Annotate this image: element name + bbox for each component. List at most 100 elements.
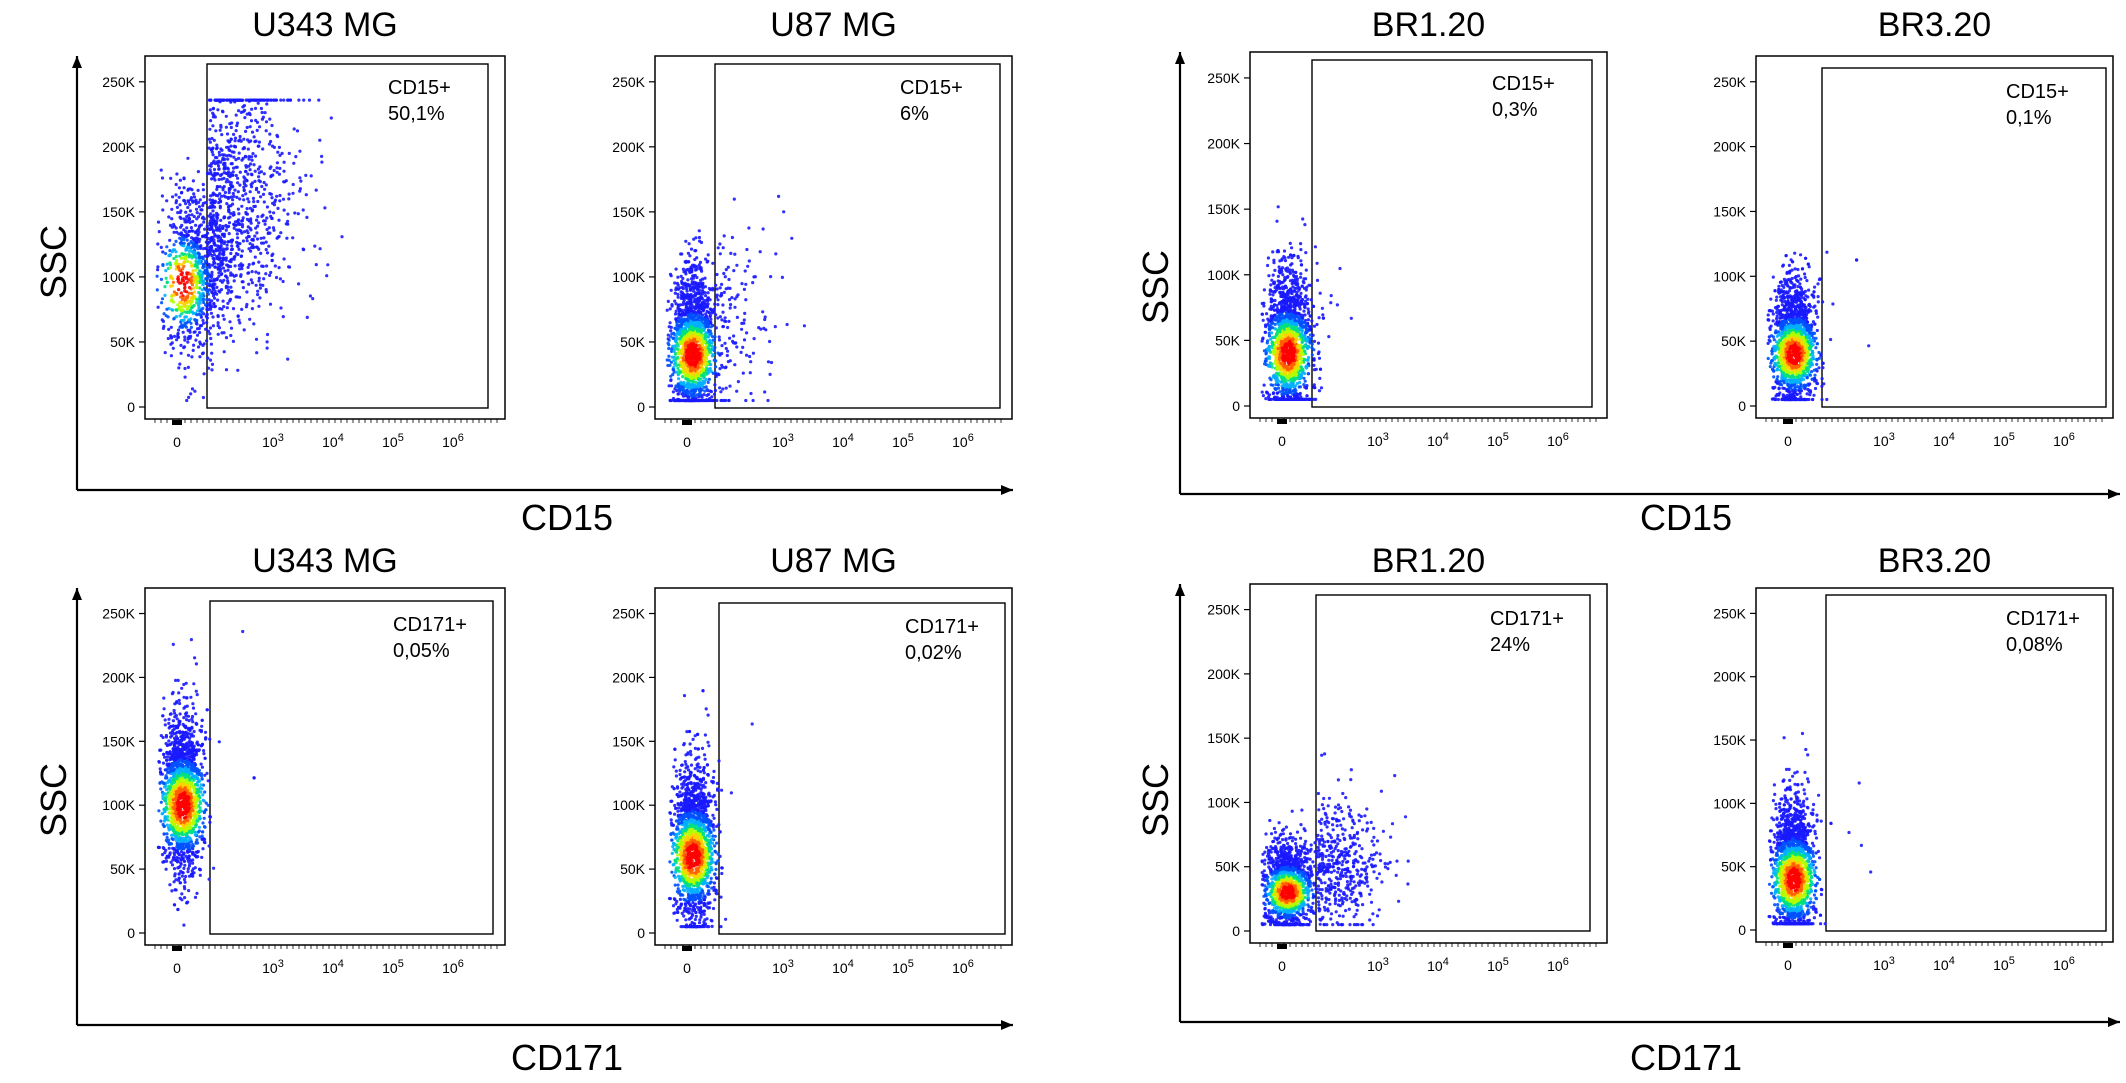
data-point bbox=[181, 330, 185, 334]
data-point bbox=[250, 307, 254, 311]
data-point bbox=[248, 317, 252, 321]
data-point bbox=[229, 333, 233, 338]
data-point bbox=[234, 129, 238, 133]
data-point bbox=[680, 348, 685, 352]
data-point bbox=[240, 249, 244, 253]
data-point bbox=[276, 150, 280, 154]
data-point bbox=[732, 197, 736, 201]
data-point bbox=[698, 239, 702, 243]
data-point bbox=[666, 333, 670, 337]
x-zero-tick-cluster bbox=[682, 420, 692, 425]
data-point bbox=[1312, 348, 1316, 352]
data-point bbox=[233, 136, 238, 140]
data-point bbox=[252, 135, 256, 139]
data-point bbox=[190, 355, 194, 359]
data-point bbox=[263, 219, 267, 223]
data-point bbox=[736, 380, 741, 384]
data-point bbox=[683, 326, 688, 330]
data-point bbox=[179, 309, 183, 313]
data-point bbox=[679, 290, 683, 294]
data-point bbox=[211, 294, 216, 298]
data-point bbox=[237, 151, 241, 155]
data-point bbox=[182, 237, 186, 242]
data-point bbox=[220, 194, 224, 198]
data-point bbox=[181, 301, 185, 306]
data-point bbox=[268, 117, 272, 121]
data-point bbox=[698, 267, 702, 271]
data-point bbox=[726, 325, 730, 330]
data-point bbox=[267, 244, 271, 248]
data-point bbox=[185, 307, 189, 311]
data-point bbox=[295, 129, 300, 133]
y-axis-arrowhead bbox=[1175, 584, 1185, 596]
data-point bbox=[1315, 278, 1320, 282]
data-point bbox=[174, 182, 178, 187]
data-point bbox=[698, 344, 702, 348]
data-point bbox=[196, 309, 200, 313]
data-point bbox=[1273, 322, 1277, 326]
data-point bbox=[202, 195, 206, 199]
data-point bbox=[232, 194, 236, 198]
data-point bbox=[741, 371, 745, 375]
data-point bbox=[174, 261, 178, 265]
data-point bbox=[228, 139, 232, 144]
data-point bbox=[215, 216, 219, 220]
data-point bbox=[1267, 319, 1271, 323]
data-point bbox=[260, 214, 264, 218]
data-point bbox=[235, 244, 239, 248]
data-point bbox=[212, 167, 217, 172]
data-point bbox=[225, 202, 229, 206]
data-point bbox=[697, 393, 702, 397]
data-point bbox=[712, 307, 716, 311]
data-point bbox=[780, 275, 785, 279]
data-point bbox=[198, 255, 202, 259]
data-point bbox=[282, 169, 286, 173]
data-point bbox=[714, 372, 718, 376]
data-point bbox=[215, 143, 219, 147]
data-point bbox=[677, 377, 681, 381]
data-point bbox=[686, 378, 690, 382]
data-point bbox=[234, 273, 238, 277]
data-point bbox=[707, 359, 712, 364]
data-point bbox=[702, 368, 706, 372]
data-point bbox=[744, 398, 748, 403]
data-point bbox=[170, 207, 174, 211]
data-point bbox=[242, 328, 246, 332]
data-point bbox=[247, 164, 251, 168]
data-point bbox=[209, 119, 213, 123]
data-point bbox=[196, 170, 200, 174]
data-point bbox=[244, 129, 248, 133]
data-point bbox=[698, 389, 702, 393]
gate-label: CD15+ bbox=[388, 77, 451, 99]
data-point bbox=[254, 118, 258, 122]
data-point bbox=[673, 312, 678, 316]
data-point bbox=[161, 208, 165, 212]
data-point bbox=[735, 315, 740, 319]
data-point bbox=[204, 246, 208, 250]
data-point bbox=[697, 229, 701, 233]
data-point bbox=[213, 178, 217, 182]
data-point bbox=[673, 326, 677, 330]
data-point bbox=[231, 198, 235, 202]
data-point bbox=[209, 162, 213, 166]
x-zero-tick-cluster bbox=[172, 420, 182, 425]
data-point bbox=[213, 291, 218, 295]
data-point bbox=[197, 230, 201, 234]
data-point bbox=[686, 314, 691, 318]
data-point bbox=[190, 283, 194, 287]
data-point bbox=[1261, 336, 1265, 340]
data-point bbox=[1269, 283, 1273, 287]
data-point bbox=[203, 235, 207, 239]
data-point bbox=[228, 299, 232, 303]
data-point bbox=[171, 195, 175, 199]
data-point bbox=[697, 398, 701, 403]
data-point bbox=[195, 297, 199, 302]
data-point bbox=[241, 156, 245, 160]
data-point bbox=[156, 268, 160, 272]
data-point bbox=[260, 184, 264, 189]
data-point bbox=[179, 295, 183, 299]
data-point bbox=[229, 195, 234, 199]
data-point bbox=[677, 371, 682, 375]
y-tick-label: 200K bbox=[612, 139, 645, 155]
